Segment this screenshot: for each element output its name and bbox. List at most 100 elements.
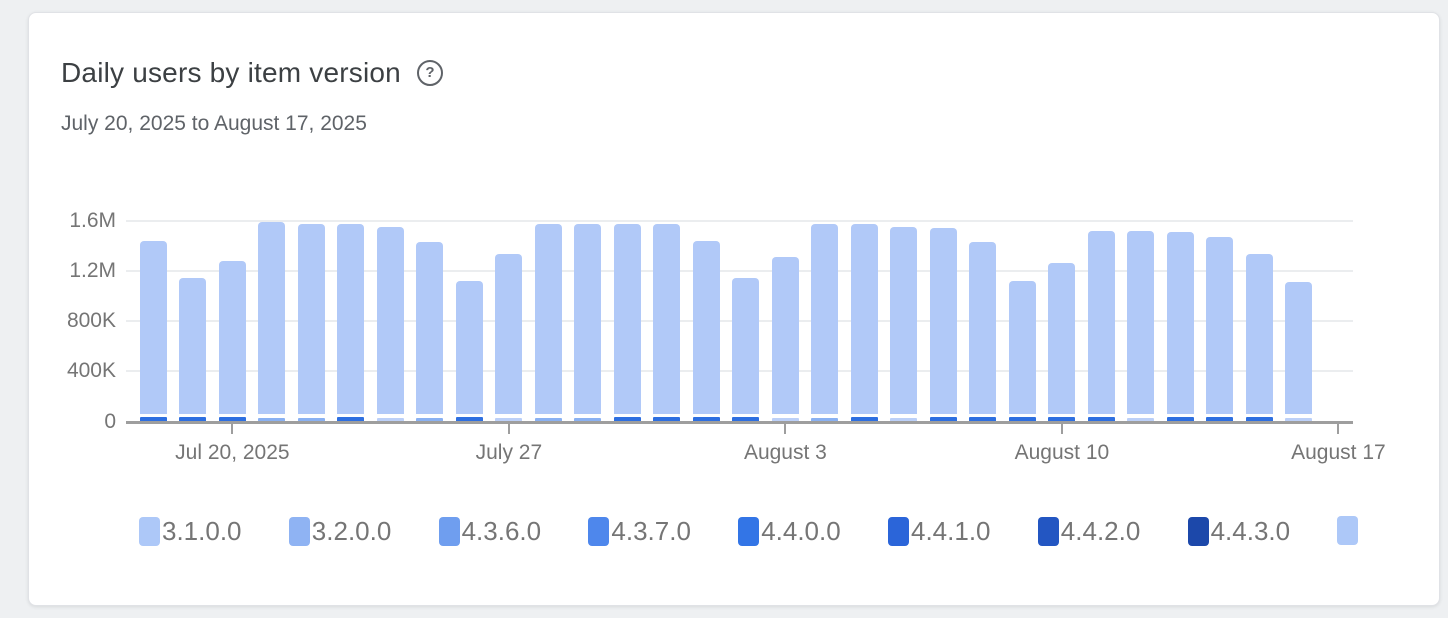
legend-item-label: 4.3.6.0 xyxy=(461,516,542,546)
x-axis-tick-mark xyxy=(507,423,510,434)
legend-item-label: 4.4.0.0 xyxy=(761,516,841,546)
x-axis-tick-label: August 3 xyxy=(743,440,827,464)
legend-swatch-icon xyxy=(738,517,760,546)
bar-base-segment-Jul-31[interactable] xyxy=(653,416,681,422)
bar-Jul-30[interactable] xyxy=(613,224,641,414)
y-axis-tick-label: 800K xyxy=(66,309,116,333)
x-axis-tick-label: August 10 xyxy=(1014,440,1110,464)
bar-Jul-24[interactable] xyxy=(376,226,404,414)
x-axis-tick-label: August 17 xyxy=(1291,440,1386,464)
bar-Aug-14[interactable] xyxy=(1206,236,1234,414)
date-range-label: July 20, 2025 to August 17, 2025 xyxy=(61,112,367,135)
bar-Aug-3[interactable] xyxy=(771,256,799,414)
legend-item-overflow xyxy=(1337,516,1360,545)
bar-base-segment-Jul-26[interactable] xyxy=(455,416,483,422)
bar-base-segment-Aug-6[interactable] xyxy=(890,417,918,422)
bar-Aug-9[interactable] xyxy=(1008,280,1036,414)
bar-Aug-5[interactable] xyxy=(850,224,878,414)
bar-base-segment-Jul-21[interactable] xyxy=(258,417,286,422)
bar-base-segment-Jul-18[interactable] xyxy=(139,416,167,422)
legend-item-label: 4.4.3.0 xyxy=(1210,516,1291,546)
bar-Jul-22[interactable] xyxy=(297,224,325,414)
legend-item-label: 4.3.7.0 xyxy=(611,516,691,546)
legend-item-4.3.6.0: 4.3.6.0 xyxy=(438,516,542,547)
bar-Jul-31[interactable] xyxy=(653,224,681,414)
bar-base-segment-Jul-24[interactable] xyxy=(376,417,404,422)
y-axis-tick-label: 1.2M xyxy=(69,258,116,282)
bar-base-segment-Aug-11[interactable] xyxy=(1087,416,1115,422)
bar-base-segment-Aug-2[interactable] xyxy=(732,416,760,422)
bar-base-segment-Aug-12[interactable] xyxy=(1127,417,1155,422)
page-title: Daily users by item version xyxy=(61,57,401,88)
bar-Aug-4[interactable] xyxy=(811,224,839,414)
bar-base-segment-Jul-30[interactable] xyxy=(613,416,641,422)
y-gridline xyxy=(126,219,1353,222)
bar-base-segment-Aug-1[interactable] xyxy=(692,416,720,422)
legend-swatch-icon xyxy=(1187,517,1209,546)
legend-item-3.1.0.0: 3.1.0.0 xyxy=(139,516,242,547)
bar-base-segment-Aug-5[interactable] xyxy=(850,416,878,422)
y-axis-tick-label: 1.6M xyxy=(69,208,116,232)
bar-base-segment-Jul-19[interactable] xyxy=(179,416,207,422)
bar-Aug-11[interactable] xyxy=(1087,230,1115,414)
bar-Jul-25[interactable] xyxy=(416,241,444,414)
legend-item-4.3.7.0: 4.3.7.0 xyxy=(588,516,691,547)
bar-base-segment-Aug-7[interactable] xyxy=(929,416,957,422)
bar-Jul-26[interactable] xyxy=(455,280,483,414)
bar-base-segment-Jul-29[interactable] xyxy=(574,417,602,422)
bar-Jul-19[interactable] xyxy=(179,278,207,414)
bar-Aug-16[interactable] xyxy=(1285,282,1313,414)
x-axis-tick-mark xyxy=(784,423,787,434)
x-axis-tick-label: Jul 20, 2025 xyxy=(175,440,290,464)
legend-item-4.4.1.0: 4.4.1.0 xyxy=(888,516,991,547)
bar-base-segment-Jul-28[interactable] xyxy=(534,417,562,422)
bar-chart-plot-area: 1.6M 1.2M 800K 400K 0 Jul 20, 2025 July 27 Augu… xyxy=(29,13,1439,605)
bar-base-segment-Aug-14[interactable] xyxy=(1206,416,1234,422)
bar-base-segment-Aug-3[interactable] xyxy=(771,417,799,422)
bar-Jul-27[interactable] xyxy=(495,254,523,414)
bar-base-segment-Aug-16[interactable] xyxy=(1285,417,1313,422)
bar-Aug-15[interactable] xyxy=(1245,254,1273,414)
legend-swatch-icon xyxy=(588,517,610,546)
bar-Jul-29[interactable] xyxy=(574,224,602,414)
bar-Aug-2[interactable] xyxy=(732,278,760,414)
bar-Aug-12[interactable] xyxy=(1127,230,1155,414)
bar-base-segment-Aug-15[interactable] xyxy=(1245,416,1273,422)
legend-item-label: 3.2.0.0 xyxy=(311,516,392,546)
bar-base-segment-Aug-10[interactable] xyxy=(1048,416,1076,422)
x-axis-tick-mark xyxy=(231,423,234,434)
legend-item-4.4.3.0: 4.4.3.0 xyxy=(1187,516,1291,547)
legend-item-label: 4.4.1.0 xyxy=(911,516,991,546)
bar-Aug-13[interactable] xyxy=(1166,231,1194,414)
y-gridline xyxy=(126,269,1353,272)
bar-Aug-7[interactable] xyxy=(929,228,957,414)
bar-base-segment-Jul-23[interactable] xyxy=(337,416,365,422)
help-icon[interactable]: ? xyxy=(416,60,443,86)
legend-swatch-icon xyxy=(438,517,460,546)
bar-Aug-1[interactable] xyxy=(692,240,720,414)
x-axis-line xyxy=(126,420,1353,424)
y-axis-tick-label: 400K xyxy=(66,359,116,383)
chart-legend: 3.1.0.0 3.2.0.0 4.3.6.0 4.3.7.0 4.4.0.0 4.4.1… xyxy=(29,516,1439,550)
bar-Jul-20[interactable] xyxy=(218,260,246,414)
bar-base-segment-Aug-4[interactable] xyxy=(811,417,839,422)
bar-base-segment-Jul-27[interactable] xyxy=(495,417,523,422)
bar-Aug-10[interactable] xyxy=(1048,263,1076,414)
bar-base-segment-Jul-25[interactable] xyxy=(416,417,444,422)
legend-item-label: 4.4.2.0 xyxy=(1060,516,1141,546)
chart-card: Daily users by item version ? July 20, 2… xyxy=(28,12,1440,606)
bar-base-segment-Jul-20[interactable] xyxy=(218,416,246,422)
bar-Jul-28[interactable] xyxy=(534,224,562,414)
bar-Jul-18[interactable] xyxy=(139,240,167,414)
bar-Jul-21[interactable] xyxy=(258,221,286,414)
bar-base-segment-Aug-9[interactable] xyxy=(1008,416,1036,422)
bar-Aug-8[interactable] xyxy=(969,241,997,414)
bar-Aug-6[interactable] xyxy=(890,226,918,414)
bar-base-segment-Jul-22[interactable] xyxy=(297,417,325,422)
bar-base-segment-Aug-13[interactable] xyxy=(1166,416,1194,422)
legend-swatch-icon xyxy=(1337,516,1359,545)
legend-item-3.2.0.0: 3.2.0.0 xyxy=(288,516,392,547)
bar-Jul-23[interactable] xyxy=(337,224,365,414)
bar-base-segment-Aug-8[interactable] xyxy=(969,416,997,422)
x-axis-tick-mark xyxy=(1337,423,1340,434)
